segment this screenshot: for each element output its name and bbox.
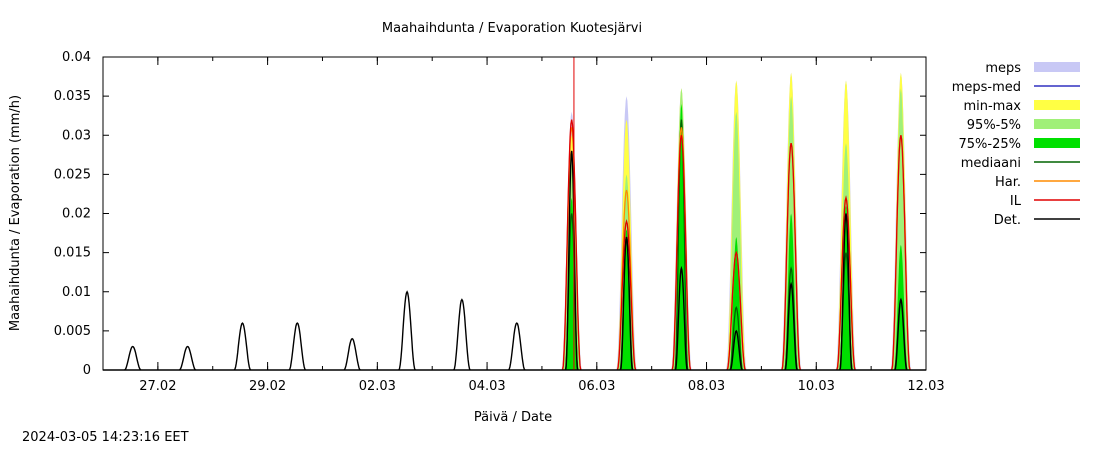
forecast-bands — [561, 72, 912, 371]
x-axis: 27.02 29.02 02.03 04.03 06.03 08.03 10.03 12.03 — [102, 57, 945, 394]
det-line-2024-03-09 — [784, 281, 798, 371]
x-tick-label: 29.02 — [249, 379, 286, 394]
legend: meps meps-med min-max 95%-5% 75%-25% mediaani… — [952, 61, 1080, 228]
legend-label-p75_25: 75%-25% — [959, 137, 1021, 152]
mediaani-line-2024-03-08 — [729, 305, 744, 371]
det-observed-line-2024-03-03 — [453, 298, 471, 371]
det-observed-line-2024-03-02 — [398, 290, 416, 371]
il-line-2024-03-11 — [891, 135, 911, 371]
p75-25-band-2024-03-07 — [674, 103, 689, 371]
x-tick-label: 12.03 — [907, 379, 944, 394]
det-line-2024-03-05 — [565, 150, 579, 371]
det-observed-line-2024-02-28 — [233, 322, 252, 371]
legend-swatch-p95_5 — [1034, 119, 1080, 129]
det-line-2024-03-11 — [894, 297, 908, 371]
y-tick-label: 0.03 — [62, 128, 91, 143]
legend-label-min_max: min-max — [963, 99, 1021, 114]
chart-title: Maahaihdunta / Evaporation Kuotesjärvi — [382, 21, 642, 36]
det-observed-line-2024-03-04 — [508, 322, 526, 371]
det-line-2024-03-07 — [674, 265, 688, 371]
series-lines — [103, 119, 926, 371]
mediaani-line-2024-03-07 — [674, 119, 689, 371]
x-axis-label: Päivä / Date — [474, 410, 552, 425]
y-tick-label: 0.035 — [54, 89, 91, 104]
y-tick-label: 0.02 — [62, 207, 91, 222]
y-tick-label: 0.015 — [54, 246, 91, 261]
legend-swatch-p75_25 — [1034, 138, 1080, 148]
x-tick-label: 06.03 — [578, 379, 615, 394]
il-line-2024-03-09 — [781, 142, 801, 371]
y-tick-label: 0.005 — [54, 324, 91, 339]
y-axis-label: Maahaihdunta / Evaporation (mm/h) — [8, 95, 23, 331]
det-line-2024-03-08 — [729, 329, 743, 371]
il-line-2024-03-05 — [561, 119, 582, 371]
x-tick-label: 10.03 — [798, 379, 835, 394]
y-tick-label: 0.04 — [62, 50, 91, 65]
det-observed-line-2024-02-26 — [124, 345, 142, 371]
det-observed-line-2024-03-01 — [343, 337, 361, 371]
x-tick-label: 02.03 — [359, 379, 396, 394]
legend-label-meps_med: meps-med — [952, 80, 1021, 95]
x-tick-label: 27.02 — [139, 379, 176, 394]
legend-label-il: IL — [1010, 194, 1022, 209]
y-tick-label: 0 — [83, 363, 91, 378]
det-line-2024-03-06 — [619, 236, 634, 371]
il-line-2024-03-08 — [726, 250, 747, 371]
legend-label-har: Har. — [995, 175, 1021, 190]
il-line-2024-03-10 — [836, 195, 856, 371]
legend-swatch-min_max — [1034, 100, 1080, 110]
x-tick-label: 04.03 — [468, 379, 505, 394]
p95-5-band-2024-03-11 — [892, 88, 910, 371]
y-axis: 0 0.005 0.01 0.015 0.02 0.025 0.03 0.035 0.04 — [54, 50, 926, 378]
det-observed-line-2024-02-29 — [288, 322, 307, 371]
y-tick-label: 0.01 — [62, 285, 91, 300]
det-line-2024-03-10 — [839, 213, 853, 371]
footer-timestamp: 2024-03-05 14:23:16 EET — [22, 430, 189, 445]
legend-label-mediaani: mediaani — [961, 156, 1021, 171]
legend-label-det: Det. — [994, 213, 1021, 228]
plot-frame — [102, 56, 927, 371]
legend-swatch-meps — [1034, 62, 1080, 72]
il-line-2024-03-07 — [671, 135, 692, 371]
x-tick-label: 08.03 — [688, 379, 725, 394]
legend-label-meps: meps — [985, 61, 1021, 76]
det-observed-line-2024-02-27 — [179, 345, 197, 371]
p75-25-band-2024-03-05 — [564, 197, 579, 370]
legend-label-p95_5: 95%-5% — [967, 118, 1021, 133]
il-line-2024-03-06 — [616, 218, 637, 371]
y-tick-label: 0.025 — [54, 167, 91, 182]
